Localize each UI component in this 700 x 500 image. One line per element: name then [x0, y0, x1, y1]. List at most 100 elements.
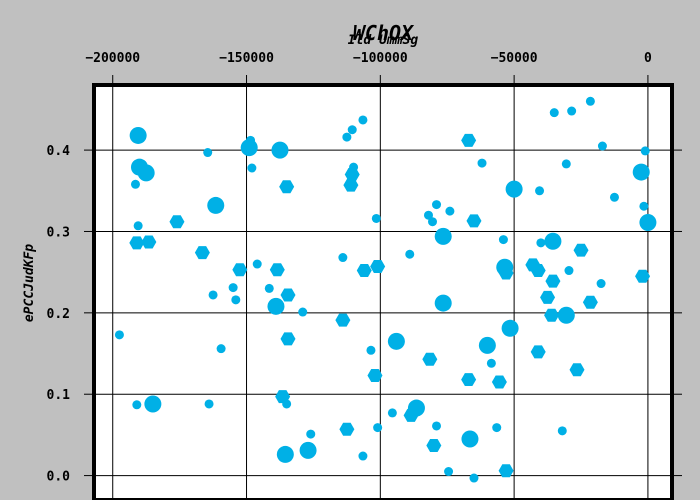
data-point	[501, 319, 519, 337]
data-point	[216, 344, 226, 354]
x-axis-label: Ild UmmSg	[348, 33, 419, 48]
data-point	[306, 429, 316, 439]
data-point	[387, 408, 397, 418]
x-tick-label: −200000	[85, 51, 140, 66]
data-point	[204, 399, 214, 409]
data-point	[208, 290, 218, 300]
data-point	[282, 399, 292, 409]
data-point	[585, 96, 595, 106]
data-point	[536, 238, 546, 248]
data-point	[609, 192, 619, 202]
data-point	[469, 473, 479, 483]
data-point	[203, 148, 213, 158]
data-point	[279, 180, 295, 194]
y-tick-label: 0.2	[47, 307, 70, 322]
data-point	[358, 115, 368, 125]
data-point	[564, 266, 574, 276]
data-point	[373, 423, 383, 433]
y-tick-label: 0.3	[47, 225, 70, 240]
data-point	[478, 336, 496, 354]
data-point	[347, 125, 357, 135]
data-point	[132, 400, 142, 410]
data-point	[280, 288, 296, 302]
data-point	[505, 180, 523, 198]
data-point	[466, 214, 482, 228]
data-point	[444, 467, 454, 477]
data-point	[367, 369, 383, 382]
data-point	[356, 264, 372, 278]
data-point	[338, 253, 348, 263]
data-point	[267, 297, 285, 315]
data-point	[231, 295, 241, 305]
data-point	[639, 201, 649, 211]
data-point	[632, 163, 650, 181]
data-point	[434, 294, 452, 312]
data-point	[299, 441, 317, 459]
x-tick-label: 0	[644, 51, 652, 66]
x-tick-label: −100000	[353, 51, 408, 66]
data-point	[540, 290, 556, 304]
data-point	[247, 163, 257, 173]
data-point	[434, 227, 452, 245]
data-point	[557, 426, 567, 436]
data-point	[498, 266, 514, 280]
data-point	[573, 243, 589, 257]
y-tick-label: 0.1	[47, 388, 71, 403]
data-point	[246, 135, 256, 145]
data-point	[344, 168, 360, 181]
data-point	[129, 126, 147, 144]
data-point	[298, 307, 308, 317]
data-point	[141, 235, 157, 249]
data-point	[358, 451, 368, 461]
data-points	[114, 96, 657, 483]
data-point	[544, 232, 562, 250]
data-point	[269, 263, 285, 277]
data-point	[228, 283, 238, 293]
data-point	[405, 249, 415, 259]
data-point	[130, 179, 140, 189]
data-point	[535, 186, 545, 196]
data-point	[335, 313, 351, 327]
data-point	[567, 106, 577, 116]
y-tick-label: 0.0	[47, 470, 71, 485]
data-point	[530, 264, 546, 278]
data-point	[557, 306, 575, 324]
data-point	[264, 283, 274, 293]
data-point	[423, 210, 433, 220]
data-point	[137, 164, 155, 182]
data-point	[498, 235, 508, 245]
data-point	[492, 423, 502, 433]
data-point	[366, 345, 376, 355]
data-point	[582, 295, 598, 309]
data-point	[477, 158, 487, 168]
data-point	[461, 430, 479, 448]
data-point	[486, 358, 496, 368]
data-point	[342, 132, 352, 142]
data-point	[232, 263, 248, 277]
data-point	[422, 352, 438, 366]
data-point	[432, 421, 442, 431]
data-point	[461, 373, 477, 387]
data-point	[461, 133, 477, 147]
data-point	[271, 141, 289, 159]
data-point	[207, 196, 225, 214]
data-point	[432, 200, 442, 210]
data-point	[144, 395, 162, 413]
data-point	[276, 445, 294, 463]
chart-title: WChOX	[353, 21, 415, 45]
data-point	[403, 408, 419, 422]
data-point	[169, 215, 185, 229]
data-point	[445, 206, 455, 216]
data-point	[498, 464, 514, 478]
data-point	[635, 269, 651, 283]
x-tick-label: −50000	[491, 51, 538, 66]
data-point	[387, 332, 405, 350]
data-point	[640, 146, 650, 156]
y-tick-label: 0.4	[47, 144, 71, 159]
data-point	[114, 330, 124, 340]
data-point	[596, 279, 606, 289]
data-point	[194, 246, 210, 260]
tick-labels: −200000 −150000 −100000 −50000 0 0.0 0.1 0.2 0.3…	[47, 51, 652, 485]
data-point	[371, 213, 381, 223]
